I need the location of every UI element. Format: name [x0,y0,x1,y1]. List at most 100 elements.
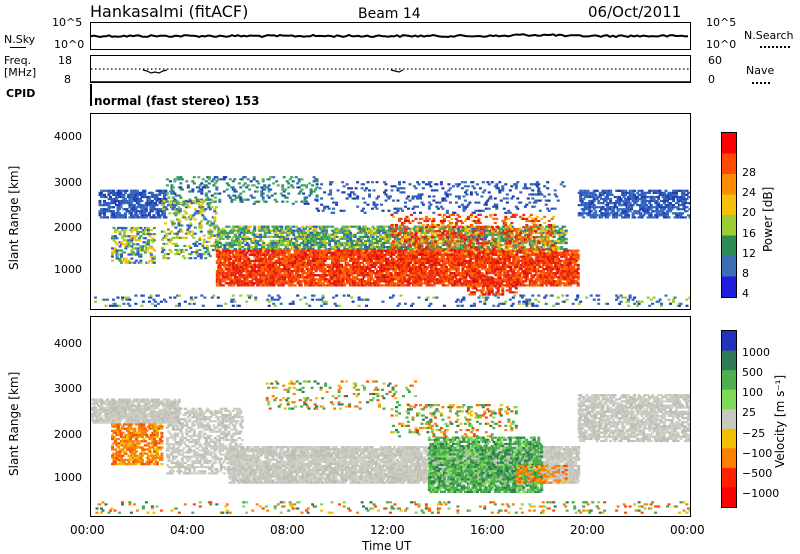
power-pixel [346,233,350,236]
power-pixel [317,237,321,240]
power-pixel [564,237,568,240]
power-pixel [283,253,287,256]
power-pixel [207,176,211,179]
power-pixel [257,263,261,267]
power-pixel [199,255,203,258]
power-pixel [311,243,315,247]
power-pixel [305,276,309,279]
power-pixel [504,225,508,228]
power-pixel [366,203,370,206]
power-pixel [374,233,378,236]
power-pixel [174,210,178,213]
power-pixel [377,278,381,281]
power-pixel [679,195,683,199]
power-pixel [225,182,229,185]
power-pixel [487,183,491,186]
power-pixel [143,193,147,196]
power-pixel [595,197,599,201]
power-pixel [168,248,172,252]
power-pixel [317,248,321,251]
power-pixel [179,186,183,189]
power-pixel [211,248,215,252]
freq-tick-top: 18 [58,54,72,67]
power-pixel [648,191,652,194]
power-pixel [244,239,248,242]
power-pixel [364,231,367,234]
power-pixel [495,185,499,188]
power-pixel [233,194,237,197]
power-pixel [448,187,452,190]
power-pixel [359,249,363,252]
power-pixel [204,208,208,211]
power-pixel [304,251,308,254]
power-pixel [126,193,130,196]
power-pixel [165,257,169,260]
power-pixel [404,261,408,264]
power-pixel [158,191,162,194]
power-pixel [295,280,299,283]
power-pixel [361,284,364,287]
power-pixel [367,282,370,285]
power-pixel [585,193,589,196]
power-pixel [252,176,256,179]
power-pixel [271,263,275,267]
power-pixel [237,194,241,197]
power-pixel [266,259,270,262]
power-pixel [649,212,653,215]
power-pixel [184,218,188,221]
power-pixel [176,200,180,203]
power-pixel [293,253,297,256]
power-pixel [489,241,493,245]
power-pixel [100,216,103,219]
power-pixel [482,239,486,242]
power-pixel [259,229,263,232]
power-pixel [277,268,281,271]
power-pixel [314,270,318,273]
power-pixel [606,206,610,209]
power-pixel [184,236,188,239]
power-pixel [537,183,541,186]
power-pixel [190,251,194,254]
power-pixel [138,210,142,213]
power-pixel [682,195,686,199]
power-pixel [274,272,278,275]
power-pixel [239,229,243,232]
power-pixel [442,197,446,200]
power-pixel [106,216,109,219]
power-pixel [666,199,669,203]
power-pixel [215,186,219,189]
power-pixel [660,206,663,209]
power-pixel [353,243,357,247]
power-pixel [263,188,267,191]
power-pixel [501,185,505,188]
power-pixel [640,191,644,194]
power-pixel [601,189,605,192]
power-pixel [223,280,227,283]
power-pixel [274,231,278,234]
power-pixel [489,197,493,200]
power-pixel [315,180,319,183]
power-pixel [115,204,118,207]
power-pixel [404,241,408,245]
power-pixel [232,284,236,287]
power-pixel [658,212,662,215]
power-pixel [193,208,197,211]
power-pixel [646,195,650,199]
power-pixel [352,239,356,242]
power-pixel [155,195,159,199]
power-pixel [586,214,590,217]
power-pixel [420,229,424,232]
power-pixel [187,232,191,235]
power-pixel [663,214,666,217]
power-pixel [350,187,354,190]
power-pixel [598,195,602,199]
power-pixel [636,191,640,194]
power-pixel [501,243,505,247]
power-pixel [391,243,394,247]
power-pixel [368,272,372,275]
power-pixel [197,176,201,179]
power-pixel [215,176,219,179]
power-pixel [631,195,635,199]
power-pixel [498,181,502,184]
power-pixel [380,270,384,273]
